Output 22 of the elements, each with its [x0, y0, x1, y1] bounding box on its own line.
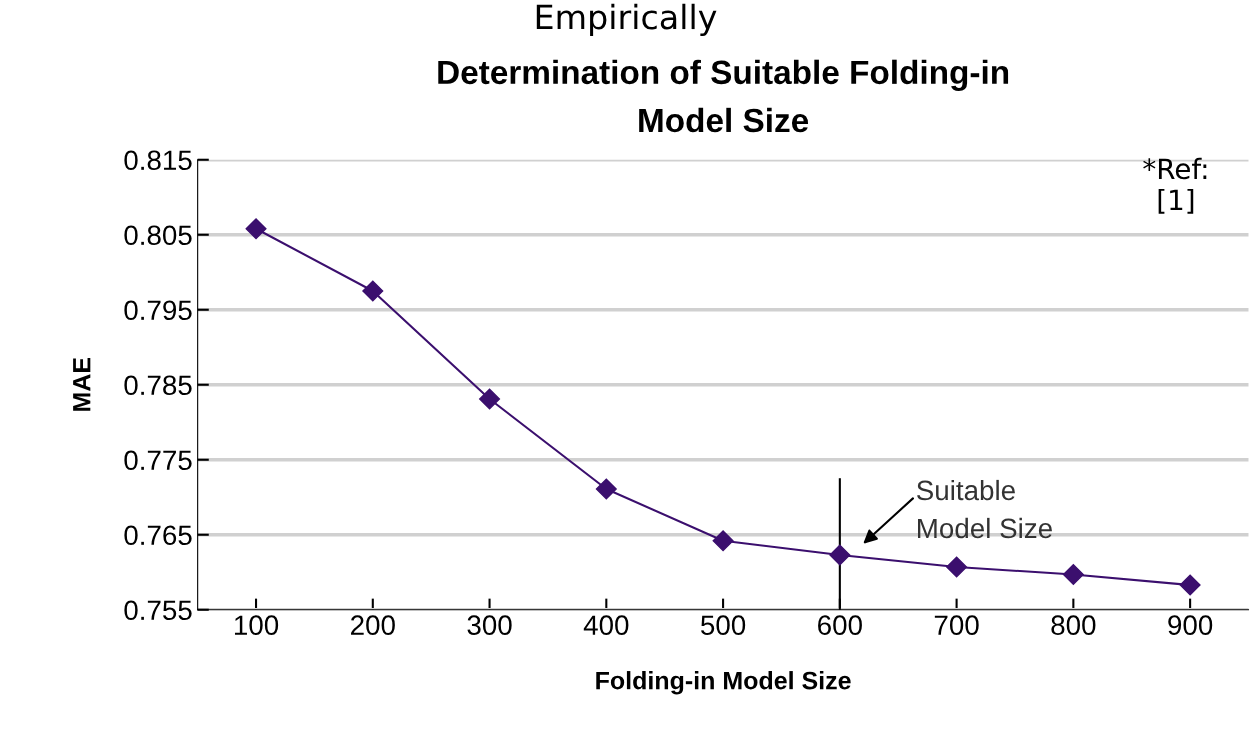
x-tick-label: 100: [234, 615, 279, 636]
y-tick-label: 0.795: [124, 300, 192, 321]
x-tick-label: 200: [351, 615, 395, 636]
y-tick-label: 0.805: [124, 225, 192, 246]
y-tick-label: 0.765: [124, 525, 192, 546]
y-axis-title: MAE: [73, 357, 91, 411]
x-tick-label: 700: [934, 615, 979, 636]
y-tick-label: 0.815: [124, 150, 192, 171]
x-axis-title: Folding-in Model Size: [596, 671, 851, 695]
x-tick-label: 500: [701, 615, 746, 636]
x-tick-label: 300: [467, 615, 512, 636]
chart-title: Determination of Suitable Folding-in Model Size: [438, 59, 1009, 133]
text: Empirically: [536, 3, 717, 37]
x-tick-label: 600: [818, 615, 862, 636]
annotation: Suitable Model Size: [916, 479, 1052, 539]
y-tick-label: 0.785: [124, 375, 192, 396]
x-tick-label: 400: [583, 615, 629, 636]
y-tick-label: 0.775: [124, 450, 192, 471]
x-tick-label: 900: [1168, 615, 1213, 636]
x-tick-label: 800: [1051, 615, 1096, 636]
y-tick-label: 0.755: [124, 600, 192, 621]
annotation: *Ref: [1]: [1143, 157, 1207, 214]
